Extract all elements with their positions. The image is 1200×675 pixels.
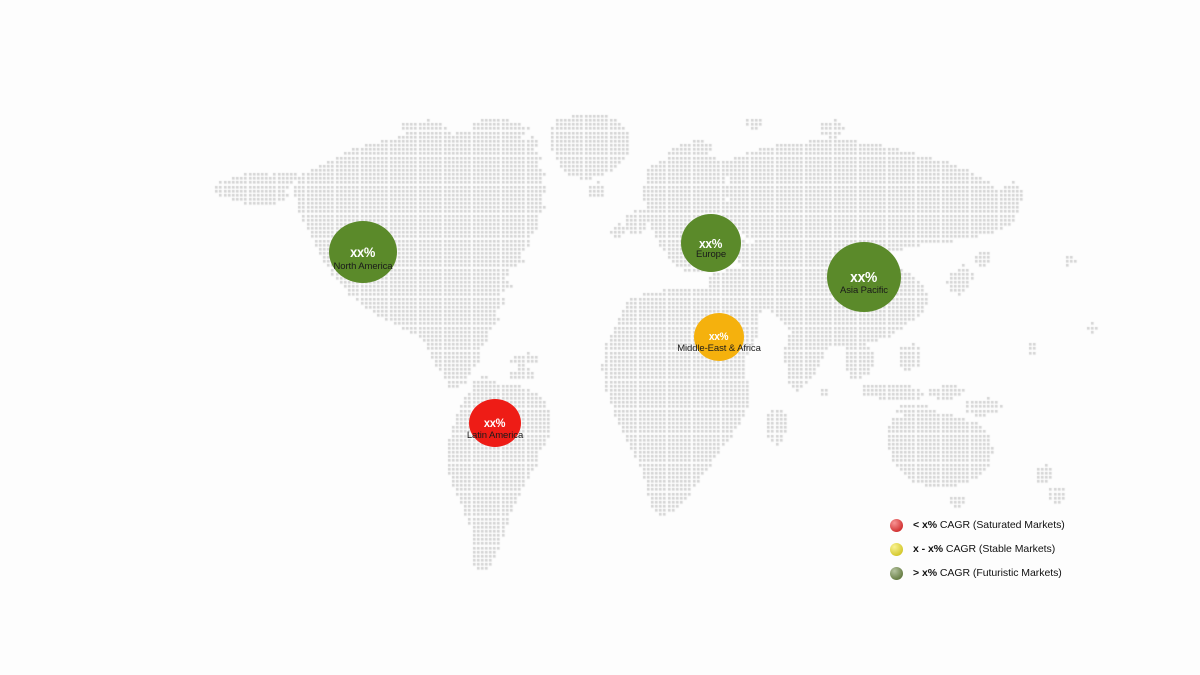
- bubble-label-north-america: North America: [333, 261, 393, 272]
- region-bubble-asia-pacific[interactable]: xx% Asia Pacific: [827, 242, 901, 312]
- bubble-label-asia-pacific: Asia Pacific: [840, 285, 888, 296]
- bubble-value-middle-east-africa: xx%: [709, 330, 729, 343]
- region-bubble-middle-east-africa[interactable]: xx% Middle-East & Africa: [677, 313, 761, 361]
- bubble-circle-middle-east-africa[interactable]: xx%: [694, 313, 744, 361]
- legend-swatch-futuristic-icon: [890, 566, 903, 580]
- legend-item-futuristic: > x% CAGR (Futuristic Markets): [890, 566, 1065, 580]
- bubble-circle-north-america[interactable]: xx%: [329, 221, 397, 283]
- region-bubble-north-america[interactable]: xx% North America: [329, 221, 397, 283]
- legend-range-futuristic: > x%: [913, 567, 938, 579]
- bubble-value-europe: xx%: [699, 235, 723, 251]
- legend-range-saturated: < x%: [913, 519, 938, 531]
- legend-text-futuristic: > x% CAGR (Futuristic Markets): [913, 567, 1062, 579]
- bubble-circle-europe[interactable]: xx%: [681, 214, 741, 272]
- legend-item-stable: x - x% CAGR (Stable Markets): [890, 542, 1065, 556]
- legend-item-saturated: < x% CAGR (Saturated Markets): [890, 518, 1065, 532]
- legend-desc-futuristic: CAGR (Futuristic Markets): [937, 567, 1062, 579]
- legend-swatch-saturated-icon: [890, 518, 903, 532]
- legend: < x% CAGR (Saturated Markets) x - x% CAGR…: [890, 518, 1065, 580]
- legend-range-stable: x - x%: [913, 543, 944, 555]
- bubble-value-north-america: xx%: [350, 244, 376, 260]
- bubble-label-latin-america: Latin America: [466, 430, 524, 441]
- legend-text-stable: x - x% CAGR (Stable Markets): [913, 543, 1055, 555]
- bubble-circle-latin-america[interactable]: xx%: [469, 399, 521, 447]
- legend-text-saturated: < x% CAGR (Saturated Markets): [913, 519, 1065, 531]
- bubble-circle-asia-pacific[interactable]: xx%: [827, 242, 901, 312]
- bubble-label-europe: Europe: [695, 249, 727, 260]
- legend-desc-saturated: CAGR (Saturated Markets): [937, 519, 1065, 531]
- region-bubble-europe[interactable]: xx% Europe: [681, 214, 741, 272]
- region-bubble-latin-america[interactable]: xx% Latin America: [466, 399, 524, 447]
- bubble-value-asia-pacific: xx%: [850, 268, 878, 286]
- bubble-value-latin-america: xx%: [484, 416, 506, 430]
- bubble-label-middle-east-africa: Middle-East & Africa: [677, 343, 761, 354]
- legend-swatch-stable-icon: [890, 542, 903, 556]
- legend-desc-stable: CAGR (Stable Markets): [943, 543, 1056, 555]
